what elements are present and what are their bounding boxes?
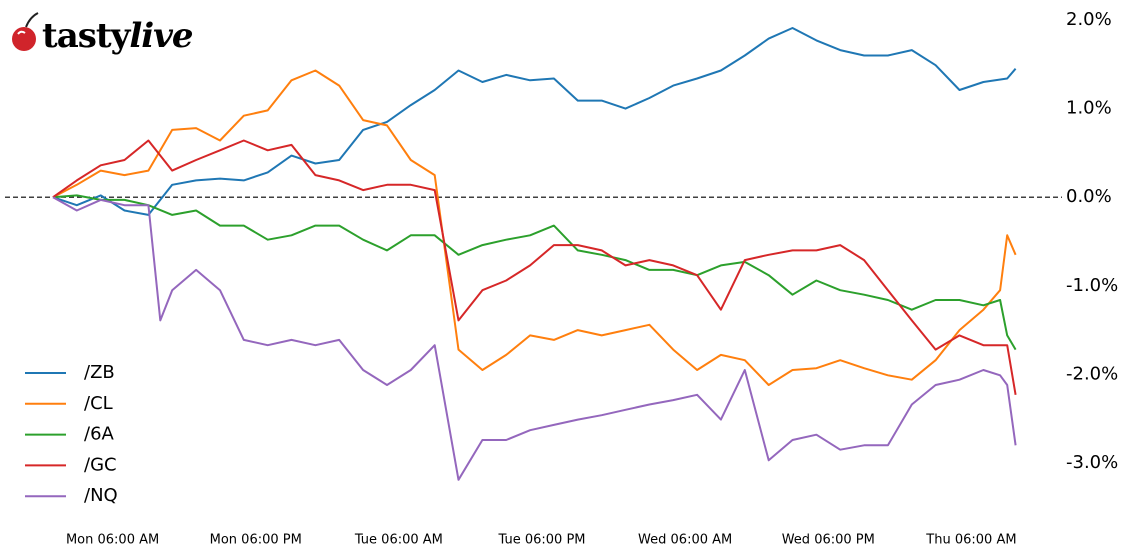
legend-label: /GC [84, 454, 117, 475]
x-tick-label: Mon 06:00 PM [210, 533, 302, 548]
x-tick-label: Mon 06:00 AM [66, 533, 159, 548]
series-line [52, 139, 1017, 395]
legend-label: /6A [84, 424, 115, 445]
series-line [52, 196, 1017, 481]
x-tick-label: Tue 06:00 PM [498, 533, 586, 548]
legend-label: /ZB [84, 362, 115, 383]
x-tick-label: Thu 06:00 AM [925, 533, 1016, 548]
legend-label: /CL [84, 393, 113, 414]
logo-shine [17, 30, 26, 35]
series-line [52, 194, 1017, 351]
x-tick-label: Wed 06:00 AM [638, 533, 732, 548]
series-line [52, 69, 1017, 386]
series-line [52, 27, 1017, 216]
x-tick-label: Tue 06:00 AM [354, 533, 443, 548]
logo-text: tastylive [42, 16, 193, 56]
legend-label: /NQ [84, 485, 118, 506]
logo: tastylive [12, 12, 194, 56]
y-tick-label: -1.0% [1066, 275, 1118, 296]
y-tick-label: -3.0% [1066, 452, 1118, 473]
y-tick-label: 0.0% [1066, 186, 1112, 207]
y-tick-label: 1.0% [1066, 98, 1112, 119]
logo-part: live [129, 16, 193, 56]
logo-part: tasty [42, 16, 132, 56]
logo-stem [25, 12, 39, 28]
y-tick-label: 2.0% [1066, 9, 1112, 30]
logo-cherry [12, 27, 36, 51]
x-tick-label: Wed 06:00 PM [782, 533, 875, 548]
y-tick-label: -2.0% [1066, 363, 1118, 384]
